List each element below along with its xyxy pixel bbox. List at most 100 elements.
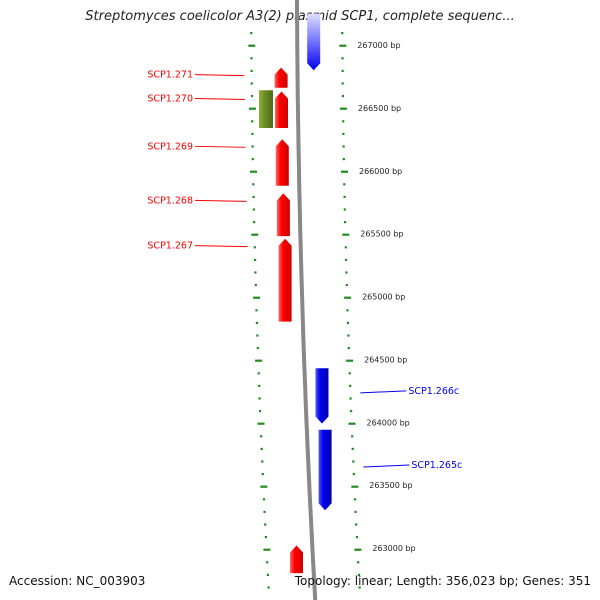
gene-label[interactable]: SCP1.271 xyxy=(147,70,193,81)
track-tick xyxy=(348,422,356,425)
track-tick xyxy=(349,384,352,387)
track-tick xyxy=(347,334,350,337)
bp-tick-label: 266000 bp xyxy=(359,167,402,176)
track-tick xyxy=(251,145,254,148)
gene-leader-line xyxy=(194,245,248,248)
track-tick xyxy=(348,372,351,375)
right-track-ticks xyxy=(339,32,362,589)
gene-arrow[interactable] xyxy=(290,545,303,574)
track-tick xyxy=(262,498,266,501)
track-tick xyxy=(252,208,255,211)
track-tick xyxy=(343,195,346,198)
track-tick xyxy=(264,536,267,539)
track-tick xyxy=(339,107,347,110)
gene-label[interactable]: SCP1.268 xyxy=(147,195,193,206)
track-tick xyxy=(251,132,254,135)
track-tick xyxy=(344,296,352,299)
track-tick xyxy=(346,359,354,362)
track-tick xyxy=(250,69,253,72)
gene-arrow[interactable] xyxy=(307,13,321,71)
track-tick xyxy=(342,233,350,236)
track-tick xyxy=(266,573,269,576)
track-tick xyxy=(256,347,259,350)
track-tick xyxy=(347,347,350,350)
track-tick xyxy=(345,284,348,287)
gene-arrow[interactable] xyxy=(274,67,288,88)
track-tick xyxy=(252,195,255,198)
gene-arrow[interactable] xyxy=(318,429,332,511)
track-tick xyxy=(254,271,257,274)
track-tick xyxy=(343,183,346,186)
track-tick xyxy=(255,359,263,362)
gene-arrow[interactable] xyxy=(315,368,329,424)
bp-tick-label: 266500 bp xyxy=(358,104,401,113)
track-tick xyxy=(343,208,346,211)
track-tick xyxy=(341,57,344,60)
gene-arrow[interactable] xyxy=(275,139,289,186)
gene-label[interactable]: SCP1.267 xyxy=(147,241,193,252)
track-tick xyxy=(351,485,359,488)
track-tick xyxy=(258,397,261,400)
plasmid-backbone xyxy=(295,0,318,600)
track-tick xyxy=(266,561,269,564)
track-tick xyxy=(341,69,344,72)
track-tick xyxy=(342,145,345,148)
bp-tick-label: 265000 bp xyxy=(362,293,405,302)
track-tick xyxy=(250,57,253,60)
track-tick xyxy=(257,372,260,375)
track-tick xyxy=(341,95,344,98)
gene-arrow[interactable] xyxy=(278,238,292,322)
bp-tick-label: 267000 bp xyxy=(357,41,400,50)
gene-leader-line xyxy=(194,199,247,202)
gene-leader-line xyxy=(360,390,407,394)
track-tick xyxy=(251,120,254,123)
page-title: Streptomyces coelicolor A3(2) plasmid SC… xyxy=(85,9,515,24)
track-tick xyxy=(253,221,256,224)
bp-tick-label: 263000 bp xyxy=(372,544,415,553)
bp-tick-label: 265500 bp xyxy=(360,230,403,239)
bp-tick-label: 263500 bp xyxy=(369,481,412,490)
track-tick xyxy=(357,561,360,564)
gene-leader-line xyxy=(194,74,245,77)
track-tick xyxy=(352,473,355,476)
track-tick xyxy=(252,183,255,186)
gene-arrow[interactable] xyxy=(259,90,273,128)
gene-label[interactable]: SCP1.266c xyxy=(408,386,459,397)
gene-leader-line xyxy=(194,145,246,148)
track-tick xyxy=(263,510,266,513)
track-tick xyxy=(342,132,345,135)
track-tick xyxy=(250,170,257,173)
track-tick xyxy=(261,460,264,463)
track-tick xyxy=(344,246,347,249)
gene-features xyxy=(259,13,332,574)
track-tick xyxy=(351,435,354,438)
gene-label[interactable]: SCP1.270 xyxy=(147,94,193,105)
accession-text: Accession: NC_003903 xyxy=(9,574,146,588)
track-tick xyxy=(248,107,256,110)
track-tick xyxy=(255,309,258,312)
bp-tick-label: 264000 bp xyxy=(367,418,410,427)
track-tick xyxy=(339,44,347,47)
track-tick xyxy=(342,120,345,123)
track-tick xyxy=(254,258,257,261)
gene-leader-line xyxy=(194,98,245,101)
gene-leader-line xyxy=(363,464,410,468)
track-tick xyxy=(255,321,258,324)
track-tick xyxy=(358,586,361,589)
track-tick xyxy=(353,498,357,501)
track-tick xyxy=(342,158,345,161)
track-tick xyxy=(267,586,270,589)
track-tick xyxy=(253,296,261,299)
gene-arrow[interactable] xyxy=(276,193,290,237)
gene-arrow[interactable] xyxy=(275,91,288,129)
track-tick xyxy=(351,447,354,450)
track-tick xyxy=(263,548,271,551)
track-tick xyxy=(355,523,358,526)
track-tick xyxy=(260,435,263,438)
track-tick xyxy=(349,397,352,400)
gene-label[interactable]: SCP1.265c xyxy=(411,460,462,471)
track-tick xyxy=(261,473,264,476)
gene-label[interactable]: SCP1.269 xyxy=(147,141,193,152)
track-tick xyxy=(345,258,348,261)
